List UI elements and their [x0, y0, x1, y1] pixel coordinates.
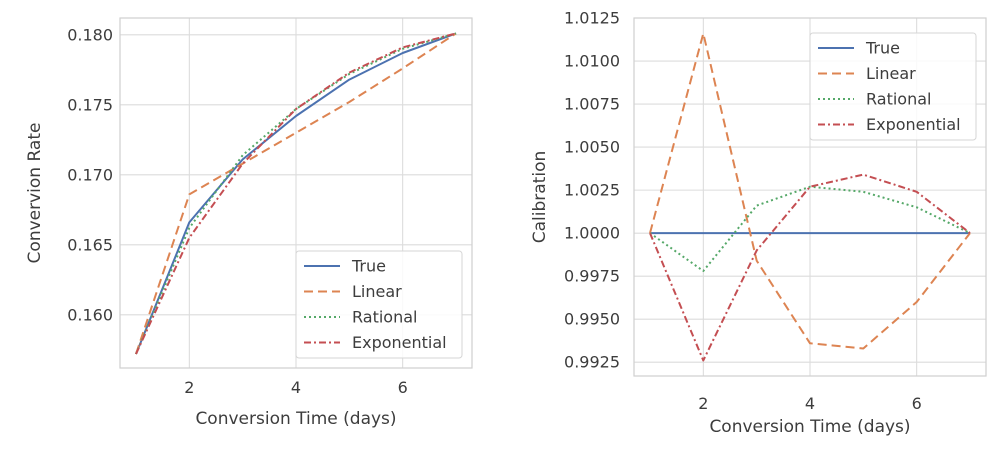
y-tick-label: 1.0125	[564, 9, 620, 28]
legend-label: True	[351, 257, 386, 276]
y-tick-label: 1.0000	[564, 224, 620, 243]
legend: True Linear Rational Exponential	[295, 250, 463, 359]
legend-label: True	[865, 39, 900, 58]
series-line-true	[135, 32, 457, 355]
y-tick-label: 1.0050	[564, 138, 620, 157]
y-tick-label: 0.9975	[564, 267, 620, 286]
x-tick-label: 6	[912, 394, 922, 413]
legend-label: Exponential	[866, 115, 961, 134]
series-line-rational	[649, 185, 971, 272]
y-tick-label: 0.175	[67, 95, 113, 114]
y-tick-label: 0.165	[67, 235, 113, 254]
chart-1: 2 4 6 0.160 0.165 0.170 0.175 0.180 Conversion T…	[25, 17, 473, 429]
x-axis-label: Conversion Time (days)	[195, 409, 396, 429]
y-tick-label: 1.0025	[564, 181, 620, 200]
legend-label: Rational	[866, 90, 931, 109]
y-tick-label: 1.0075	[564, 95, 620, 114]
series-line-linear	[649, 32, 971, 350]
series-line-rational	[135, 32, 457, 355]
legend-label: Linear	[866, 64, 916, 83]
x-tick-label: 4	[805, 394, 815, 413]
y-axis-label: Convervion Rate	[25, 123, 45, 264]
plot-frame	[119, 17, 473, 369]
series-line-linear	[135, 32, 457, 355]
y-tick-label: 0.170	[67, 165, 113, 184]
chart-2: 2 4 6 0.9925 0.9950 0.9975 1.0000 1.0025 1.0050 1…	[530, 9, 987, 437]
y-tick-label: 0.9925	[564, 353, 620, 372]
y-tick-label: 0.180	[67, 25, 113, 44]
plot-frame	[633, 17, 987, 377]
x-tick-label: 2	[184, 378, 194, 397]
legend-box	[295, 250, 463, 359]
x-axis-label: Conversion Time (days)	[709, 417, 910, 437]
y-tick-label: 0.9950	[564, 310, 620, 329]
legend-box	[809, 32, 977, 141]
x-tick-label: 6	[398, 378, 408, 397]
legend-label: Rational	[352, 308, 417, 327]
legend: True Linear Rational Exponential	[809, 32, 977, 141]
series-line-exponential	[135, 32, 457, 355]
x-tick-label: 2	[698, 394, 708, 413]
series-line-exponential	[649, 173, 971, 362]
legend-label: Linear	[352, 282, 402, 301]
y-tick-label: 1.0100	[564, 52, 620, 71]
x-tick-label: 4	[291, 378, 301, 397]
y-tick-label: 0.160	[67, 305, 113, 324]
y-axis-label: Calibration	[530, 151, 550, 244]
legend-label: Exponential	[352, 333, 447, 352]
